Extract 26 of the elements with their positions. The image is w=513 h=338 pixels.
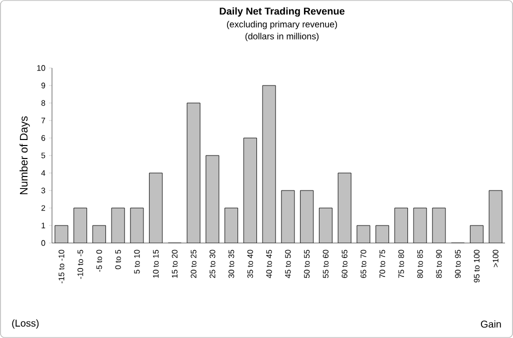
bar [206, 155, 219, 243]
bar [300, 190, 314, 243]
text: (Loss) [12, 319, 39, 329]
bar [92, 226, 106, 243]
bar [112, 208, 125, 243]
bar [244, 138, 257, 243]
bar [432, 208, 446, 243]
bar [262, 85, 276, 243]
chart-title: Daily Net Trading Revenue [220, 7, 344, 17]
bar [74, 208, 87, 243]
bar [394, 208, 408, 243]
bar [338, 173, 352, 243]
y-axis-title: Number of Days [20, 116, 30, 194]
bar [224, 208, 238, 243]
bar [130, 208, 144, 243]
bar [376, 226, 389, 243]
bar [414, 208, 427, 243]
text: Gain [480, 320, 501, 328]
bar [470, 226, 484, 243]
chart-subtitle: (excluding primary revenue) [227, 20, 337, 30]
bar [187, 102, 200, 243]
text: (dollars in millions) [245, 32, 319, 42]
bar [319, 208, 332, 243]
bar [149, 173, 162, 243]
bar [281, 190, 294, 243]
bar [488, 190, 502, 243]
